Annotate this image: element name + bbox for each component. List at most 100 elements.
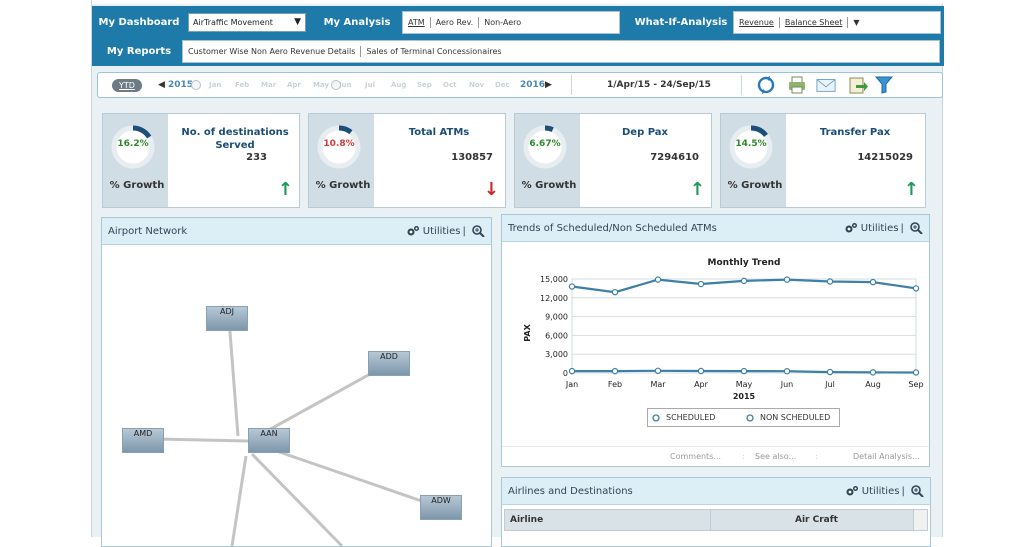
column-header-airline[interactable]: Airline [510,515,544,525]
data-point [654,367,662,375]
network-node-adj[interactable]: ADJ [206,306,248,331]
utilities-menu[interactable]: Utilities | [406,218,485,245]
panel-header: Airlines and Destinations Utilities | [502,478,930,505]
month-jan[interactable]: Jan [209,81,222,89]
my-dashboard-label[interactable]: My Dashboard [98,17,180,28]
nav-row-1: My Dashboard AirTraffic Movement ▼ My An… [96,11,941,34]
refresh-icon[interactable] [756,76,776,94]
year-end[interactable]: 2016 [520,80,546,90]
gear-icon [407,226,419,236]
analysis-link-aero-rev[interactable]: Aero Rev. [431,17,480,28]
analysis-link-non-aero[interactable]: Non-Aero [484,18,522,27]
kpi-card-total-atms[interactable]: 10.8% % Growth Total ATMs 130857 ↓ [308,113,506,208]
month-apr[interactable]: Apr [287,81,301,89]
x-tick-label: Sep [908,380,923,389]
utilities-menu[interactable]: Utilities | [844,215,923,242]
month-nov[interactable]: Nov [469,81,485,89]
filter-icon[interactable] [874,76,894,94]
atm-trends-panel: Trends of Scheduled/Non Scheduled ATMs U… [501,214,930,467]
month-oct[interactable]: Oct [443,81,457,89]
dashboard-select[interactable]: AirTraffic Movement ▼ [188,13,306,32]
trend-down-icon: ↓ [483,179,499,200]
airlines-destinations-panel: Airlines and Destinations Utilities | Air… [501,477,931,547]
growth-gauge [111,125,155,169]
detail-analysis-link[interactable]: Detail Analysis... [853,452,920,461]
month-aug[interactable]: Aug [391,81,407,89]
legend-label-non-scheduled[interactable]: NON SCHEDULED [760,413,831,422]
month-sep[interactable]: Sep [417,81,432,89]
x-tick-label: May [736,380,753,389]
utilities-label: Utilities [860,223,899,234]
growth-gauge [317,125,361,169]
print-icon[interactable] [787,76,807,94]
data-point [826,278,834,285]
legend-marker-non-scheduled [746,414,754,422]
comments-link[interactable]: Comments... [670,452,721,461]
data-point [912,369,920,376]
data-point [783,276,791,283]
my-reports-label[interactable]: My Reports [106,46,172,57]
kpi-card-destinations[interactable]: 16.2% % Growth No. of destinations Serve… [102,113,300,208]
kpi-growth-label: % Growth [727,180,783,191]
legend-label-scheduled[interactable]: SCHEDULED [666,413,716,422]
data-point [611,367,619,375]
range-handle-start[interactable] [191,80,201,90]
my-analysis-label[interactable]: My Analysis [323,17,391,28]
zoom-icon[interactable] [471,225,485,237]
kpi-card-dep-pax[interactable]: 6.67% % Growth Dep Pax 7294610 ↑ [514,113,712,208]
report-link-customer-wise[interactable]: Customer Wise Non Aero Revenue Details [183,46,362,57]
month-jul[interactable]: Jul [365,81,375,89]
growth-gauge-arc [132,125,152,139]
export-icon[interactable] [848,76,868,94]
airport-network-panel: Airport Network Utilities | ADJ ADD AMD A… [101,217,492,547]
zoom-icon[interactable] [909,222,923,234]
table-scroll-up[interactable] [913,510,927,530]
data-point [697,367,705,375]
month-feb[interactable]: Feb [235,81,250,89]
mail-icon[interactable] [816,76,836,94]
column-header-aircraft[interactable]: Air Craft [795,515,838,525]
next-year-arrow-icon[interactable]: ▶ [545,80,552,90]
kpi-card-transfer-pax[interactable]: 14.5% % Growth Transfer Pax 14215029 ↑ [720,113,926,208]
x-tick-label: Jan [565,380,578,389]
kpi-value: 130857 [451,152,493,163]
whatif-dropdown-icon[interactable]: ▼ [853,18,860,27]
range-segment [572,75,742,95]
utilities-menu[interactable]: Utilities | [845,478,924,505]
network-node-aan[interactable]: AAN [248,428,290,453]
prev-year-arrow-icon[interactable]: ◀ [158,80,165,90]
month-dec[interactable]: Dec [495,81,510,89]
data-point [568,367,576,375]
whatif-link-revenue[interactable]: Revenue [734,17,780,28]
analysis-link-atm[interactable]: ATM [403,17,431,28]
chart-xlabel: 2015 [733,392,756,401]
month-mar[interactable]: Mar [261,81,277,89]
y-tick-label: 3,000 [545,350,568,359]
kpi-title: Dep Pax [622,127,668,138]
y-tick-label: 15,000 [540,275,568,284]
ytd-button[interactable]: YTD [112,79,142,92]
month-may[interactable]: May [313,81,330,89]
range-handle-end[interactable] [331,80,341,90]
zoom-icon[interactable] [910,485,924,497]
nav-row-2: My Reports Customer Wise Non Aero Revenu… [96,40,940,63]
network-node-add[interactable]: ADD [368,351,410,376]
report-link-terminal-concessionaires[interactable]: Sales of Terminal Concessionaires [366,47,502,56]
network-node-adw[interactable]: ADW [420,495,462,520]
data-point [869,278,877,286]
whatif-link-balance-sheet[interactable]: Balance Sheet [780,17,849,28]
see-also-link[interactable]: See also... [755,452,797,461]
chart-title: Monthly Trend [708,258,781,268]
kpi-title: Total ATMs [408,127,470,138]
year-start[interactable]: 2015 [168,80,194,90]
x-tick-label: Aug [865,380,881,389]
whatif-analysis-label[interactable]: What-If-Analysis [634,17,728,28]
month-jun[interactable]: Jun [339,81,352,89]
airlines-table-header: Airline Air Craft [504,509,928,531]
kpi-value: 233 [246,152,267,163]
reports-links: Customer Wise Non Aero Revenue Details Sa… [182,40,940,63]
panel-header: Airport Network Utilities | [102,218,491,245]
network-node-amd[interactable]: AMD [122,428,164,453]
date-range-text: 1/Apr/15 - 24/Sep/15 [607,80,711,90]
x-tick-label: Jul [824,380,835,389]
